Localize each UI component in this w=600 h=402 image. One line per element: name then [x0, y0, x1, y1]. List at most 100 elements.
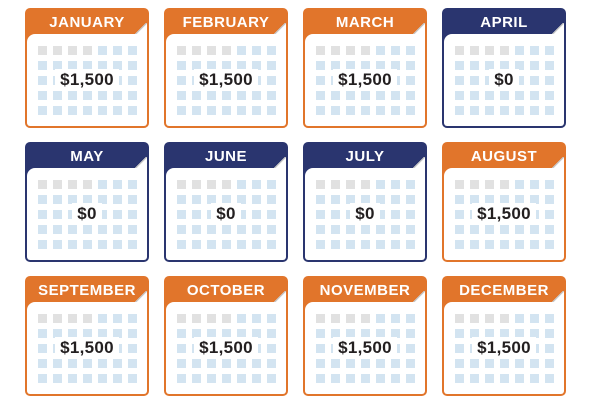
day-square — [52, 328, 62, 338]
day-square — [544, 343, 554, 353]
day-square — [469, 105, 479, 115]
day-square — [360, 105, 370, 115]
month-card: AUGUST $1,500 — [442, 142, 566, 262]
day-square — [266, 45, 276, 55]
day-square — [127, 194, 137, 204]
day-square — [37, 60, 47, 70]
day-square — [484, 179, 494, 189]
day-square — [176, 179, 186, 189]
day-square — [97, 105, 107, 115]
day-square — [375, 105, 385, 115]
day-grid — [166, 168, 286, 260]
day-square — [97, 224, 107, 234]
day-square — [499, 239, 509, 249]
day-square — [360, 373, 370, 383]
day-square — [266, 328, 276, 338]
day-square — [127, 239, 137, 249]
day-square — [97, 358, 107, 368]
day-square — [484, 90, 494, 100]
day-square — [544, 105, 554, 115]
month-body: $1,500 — [27, 302, 147, 394]
day-square — [206, 224, 216, 234]
day-square — [315, 358, 325, 368]
day-square — [454, 75, 464, 85]
day-square — [127, 373, 137, 383]
day-square — [544, 373, 554, 383]
day-square — [514, 45, 524, 55]
month-card: APRIL $0 — [442, 8, 566, 128]
day-square — [127, 75, 137, 85]
day-square — [529, 373, 539, 383]
day-square — [236, 328, 246, 338]
day-square — [514, 179, 524, 189]
day-square — [499, 105, 509, 115]
amount-overlay: $1,500 — [305, 302, 425, 394]
day-square — [330, 60, 340, 70]
day-square — [236, 224, 246, 234]
day-square — [390, 358, 400, 368]
day-square — [67, 105, 77, 115]
day-square — [405, 224, 415, 234]
day-square — [330, 105, 340, 115]
day-square — [221, 358, 231, 368]
day-square — [251, 209, 261, 219]
day-square — [544, 224, 554, 234]
day-square — [529, 224, 539, 234]
amount-label: $1,500 — [194, 336, 258, 360]
month-name-label: JUNE — [204, 147, 247, 165]
day-square — [97, 239, 107, 249]
day-square — [112, 373, 122, 383]
day-square — [127, 328, 137, 338]
day-square — [127, 60, 137, 70]
day-square — [469, 313, 479, 323]
day-square — [97, 90, 107, 100]
day-square — [360, 224, 370, 234]
month-header: SEPTEMBER — [27, 278, 147, 303]
day-square — [514, 373, 524, 383]
month-name-label: JANUARY — [49, 13, 125, 31]
day-square — [375, 328, 385, 338]
day-square — [484, 328, 494, 338]
month-body: $0 — [444, 34, 564, 126]
day-square — [251, 358, 261, 368]
day-square — [375, 224, 385, 234]
day-square — [330, 179, 340, 189]
day-square — [484, 239, 494, 249]
day-square — [37, 105, 47, 115]
day-square — [469, 373, 479, 383]
day-square — [514, 194, 524, 204]
day-square — [405, 179, 415, 189]
month-name-label: OCTOBER — [186, 281, 266, 299]
day-square — [236, 45, 246, 55]
day-square — [454, 179, 464, 189]
day-square — [67, 45, 77, 55]
day-square — [191, 313, 201, 323]
day-square — [315, 179, 325, 189]
day-square — [82, 328, 92, 338]
day-square — [390, 90, 400, 100]
day-square — [97, 194, 107, 204]
day-square — [405, 373, 415, 383]
day-square — [454, 45, 464, 55]
day-square — [266, 75, 276, 85]
day-square — [191, 328, 201, 338]
day-square — [176, 328, 186, 338]
day-square — [544, 194, 554, 204]
day-square — [484, 75, 494, 85]
month-card: JANUARY $1,500 — [25, 8, 149, 128]
day-square — [390, 105, 400, 115]
day-square — [390, 313, 400, 323]
day-square — [67, 373, 77, 383]
day-square — [514, 239, 524, 249]
amount-label: $1,500 — [55, 68, 119, 92]
month-card: SEPTEMBER $1,500 — [25, 276, 149, 396]
day-square — [221, 313, 231, 323]
day-square — [499, 313, 509, 323]
day-square — [266, 313, 276, 323]
day-square — [390, 224, 400, 234]
day-square — [112, 45, 122, 55]
day-square — [251, 105, 261, 115]
month-name-label: FEBRUARY — [182, 13, 270, 31]
day-square — [37, 373, 47, 383]
day-square — [191, 209, 201, 219]
